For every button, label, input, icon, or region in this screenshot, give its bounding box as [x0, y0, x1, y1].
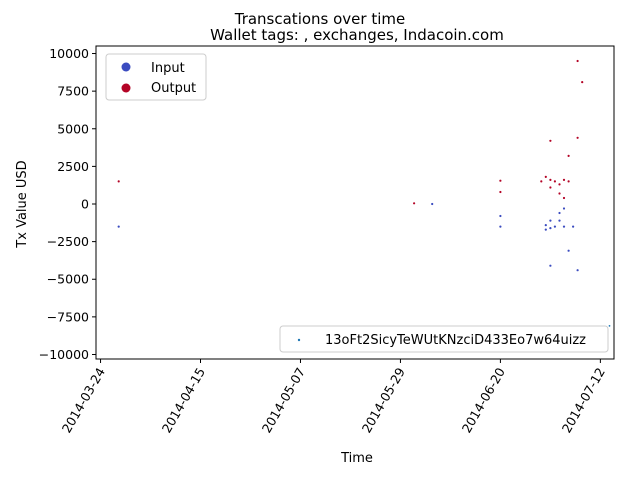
input-point-2	[499, 214, 502, 218]
output-point-5	[544, 175, 547, 178]
output-point-6	[549, 178, 552, 181]
x-axis-label: Time	[340, 451, 373, 466]
output-point-10	[558, 183, 561, 186]
legend-box-address	[279, 325, 609, 353]
chart-suptitle: Transcations over time	[234, 10, 406, 28]
legend-lower-right: 13oFt2SicyTeWUtKNzciD433Eo7w64uizz	[279, 325, 609, 353]
input-point-4	[544, 224, 547, 227]
x-tick-label-1: 2014-04-15	[159, 365, 208, 435]
output-point-15	[576, 136, 579, 139]
x-tick-label-0: 2014-03-24	[59, 365, 108, 435]
input-point-13	[567, 249, 570, 252]
output-point-3	[499, 190, 502, 194]
output-point-11	[562, 178, 566, 181]
y-tick-label-6: −5000	[47, 272, 89, 287]
input-point-3	[499, 225, 502, 228]
x-tick-label-5: 2014-07-12	[559, 365, 608, 435]
y-axis-label: Tx Value USD	[15, 160, 30, 248]
output-point-18	[549, 186, 552, 189]
y-tick-label-7: −7500	[47, 309, 89, 324]
y-tick-label-8: −10000	[39, 347, 89, 362]
input-point-6	[549, 227, 552, 230]
y-tick-label-5: −2500	[47, 234, 89, 249]
y-tick-label-0: 10000	[49, 46, 89, 61]
input-point-1	[431, 202, 434, 206]
output-point-13	[567, 154, 570, 157]
legend-label-address: 13oFt2SicyTeWUtKNzciD433Eo7w64uizz	[325, 333, 586, 348]
input-point-8	[553, 225, 557, 228]
output-point-4	[540, 180, 543, 183]
legend-marker-input	[121, 62, 131, 72]
input-point-0	[117, 225, 120, 228]
legend-box	[105, 53, 207, 101]
output-point-0	[117, 180, 120, 183]
chart-title: Wallet tags: , exchanges, Indacoin.com	[210, 26, 504, 44]
input-point-9	[558, 211, 561, 215]
plot-frame	[95, 45, 615, 360]
y-tick-label-1: 7500	[57, 84, 89, 99]
y-tick-label-4: 0	[81, 197, 89, 212]
output-point-1	[413, 202, 416, 205]
axis-ticks: 10000 7500 5000 2500 0 −2500 −5000 −7500 −10000 2…	[39, 46, 608, 435]
x-tick-label-3: 2014-05-29	[359, 365, 408, 435]
y-tick-label-3: 2500	[57, 159, 89, 174]
y-tick-label-2: 5000	[57, 121, 89, 136]
output-point-9	[558, 192, 561, 195]
legend-marker-output	[121, 83, 131, 93]
plot-marks	[117, 59, 611, 327]
x-tick-label-2: 2014-05-07	[259, 365, 308, 435]
output-point-16	[576, 59, 579, 63]
output-point-14	[567, 180, 570, 183]
input-point-14	[572, 225, 575, 228]
legend-marker-address	[297, 338, 301, 342]
input-point-11	[562, 207, 566, 210]
x-tick-label-4: 2014-06-20	[459, 365, 508, 435]
output-point-8	[553, 180, 557, 183]
legend-label-input: Input	[151, 61, 185, 76]
input-point-7	[549, 264, 552, 267]
input-point-16	[549, 219, 552, 222]
output-point-17	[581, 81, 584, 84]
output-point-12	[562, 196, 566, 200]
legend-label-output: Output	[151, 81, 196, 96]
input-point-5	[544, 228, 547, 231]
input-point-15	[576, 269, 579, 272]
output-point-2	[499, 179, 502, 182]
input-point-10	[558, 219, 561, 222]
output-point-7	[549, 139, 552, 142]
legend-upper-left: Input Output	[105, 53, 207, 101]
input-point-12	[562, 225, 566, 228]
address-point-0	[608, 325, 611, 327]
